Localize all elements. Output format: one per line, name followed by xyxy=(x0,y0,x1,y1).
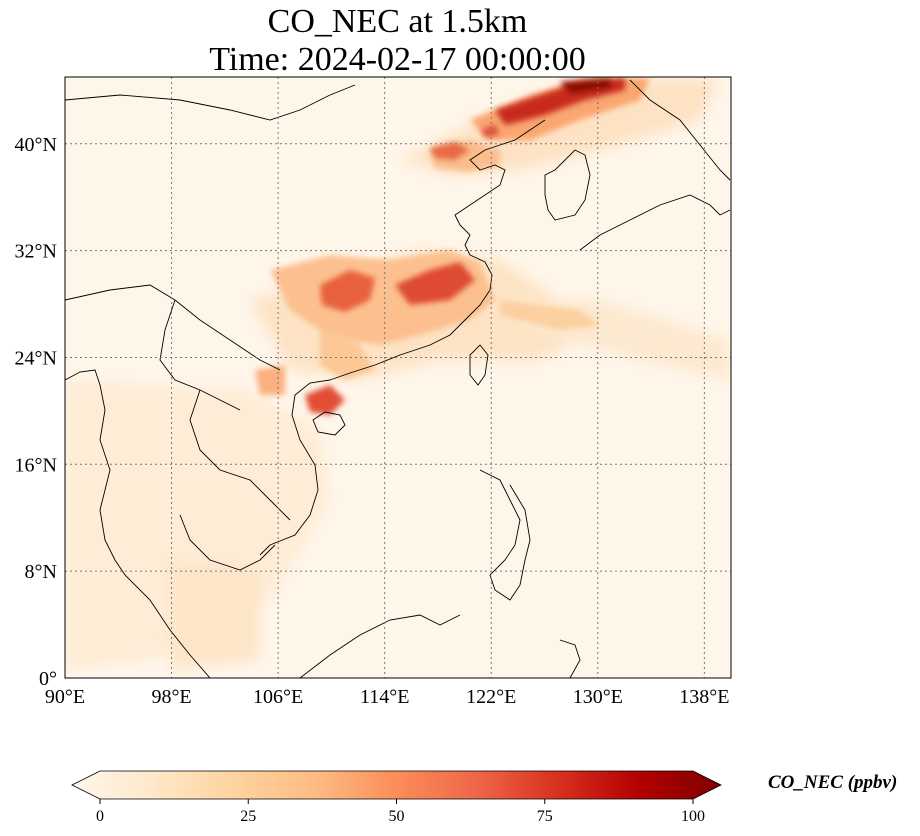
coastlines xyxy=(65,79,731,678)
colorbar-body xyxy=(71,770,722,800)
gridlines xyxy=(65,77,731,678)
y-tick-label: 24°N xyxy=(15,347,57,369)
map-panel xyxy=(64,76,732,679)
figure-title: CO_NEC at 1.5km xyxy=(267,3,528,40)
map-border xyxy=(64,76,732,679)
border-china-south xyxy=(65,284,281,371)
colorbar-label: CO_NEC (ppbv) xyxy=(768,772,897,793)
x-tick-label: 106°E xyxy=(253,686,303,708)
coast-taiwan xyxy=(469,344,489,386)
coast-philippines xyxy=(479,469,531,601)
x-tick-label: 90°E xyxy=(45,686,85,708)
border-mongolia xyxy=(65,84,356,121)
hotspot-hubei xyxy=(320,270,375,312)
coast-gulf-thailand xyxy=(179,514,276,571)
y-tick-label: 40°N xyxy=(15,134,57,156)
colorbar-tick-label: 25 xyxy=(240,808,256,825)
colorbar-tick-label: 100 xyxy=(681,808,705,825)
x-tick-label: 98°E xyxy=(151,686,191,708)
coast-korea xyxy=(544,149,591,221)
hotspot-northeast-peak xyxy=(560,78,612,94)
colorbar: 0 25 50 75 100 CO_NEC (ppbv) xyxy=(71,770,897,825)
border-myanmar xyxy=(159,299,241,411)
y-tick-label: 32°N xyxy=(15,241,57,263)
figure-subtitle: Time: 2024-02-17 00:00:00 xyxy=(209,41,586,78)
hotspot-anhui xyxy=(395,262,475,305)
coast-hainan xyxy=(312,411,346,436)
x-tick-label: 138°E xyxy=(679,686,729,708)
plume-indochina xyxy=(170,560,260,670)
coast-malay xyxy=(124,574,211,678)
coast-japan-south xyxy=(579,194,731,251)
x-tick-label: 114°E xyxy=(360,686,409,708)
coast-sulawesi xyxy=(559,639,581,678)
coast-vietnam xyxy=(259,379,331,556)
hotspot-hebei xyxy=(430,142,470,160)
plume-east-sea xyxy=(500,300,600,330)
plume-high xyxy=(305,78,625,415)
y-tick-label: 16°N xyxy=(15,454,57,476)
plume-guangxi xyxy=(255,365,285,395)
coast-japan-north xyxy=(629,79,731,181)
x-tick-label: 130°E xyxy=(573,686,623,708)
hotspot-tonkin xyxy=(305,385,345,415)
colorbar-tick-label: 75 xyxy=(537,808,553,825)
plume-southwest xyxy=(65,380,330,670)
colorbar-tick-label: 50 xyxy=(389,808,405,825)
border-laos-thai xyxy=(189,389,291,521)
x-tick-label: 122°E xyxy=(466,686,516,708)
concentration-field xyxy=(65,78,730,670)
colorbar-ticks: 0 25 50 75 100 xyxy=(96,799,705,825)
y-tick-label: 8°N xyxy=(25,561,57,583)
coast-borneo xyxy=(299,614,461,678)
x-axis-tick-labels: 90°E 98°E 106°E 114°E 122°E 130°E 138°E xyxy=(45,686,730,708)
colorbar-tick-label: 0 xyxy=(96,808,104,825)
coast-myanmar xyxy=(65,369,126,576)
y-axis-tick-labels: 0° 8°N 16°N 24°N 32°N 40°N xyxy=(15,134,57,690)
y-tick-label: 0° xyxy=(39,668,57,690)
plume-guangdong xyxy=(320,330,375,380)
hotspot-liaoning xyxy=(480,124,500,138)
